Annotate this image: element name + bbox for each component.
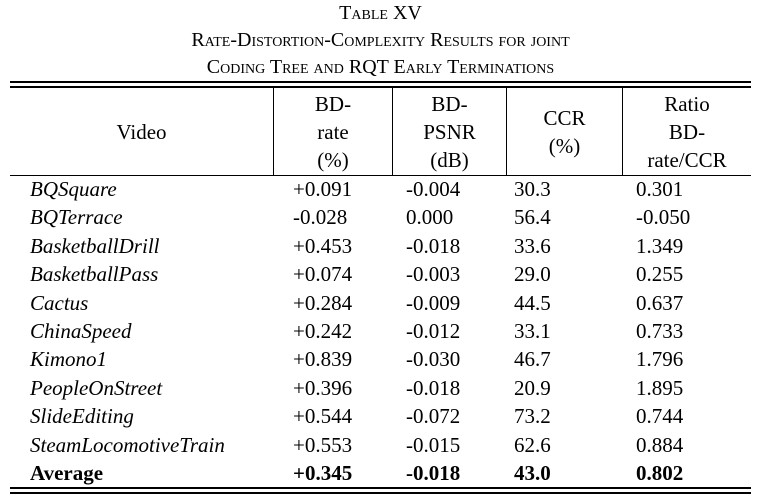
cell-video: PeopleOnStreet bbox=[30, 375, 163, 400]
bottom-rule bbox=[10, 487, 751, 489]
header-divider bbox=[506, 88, 507, 175]
cell-ratio: 0.733 bbox=[636, 319, 684, 343]
table-row: BasketballDrill +0.453 -0.018 33.6 1.349 bbox=[0, 232, 761, 260]
cell-video: SteamLocomotiveTrain bbox=[30, 432, 225, 457]
cell-bd-rate: +0.074 bbox=[293, 262, 353, 287]
cell-ratio: 0.255 bbox=[636, 262, 684, 287]
cell-ccr: 43.0 bbox=[514, 461, 551, 485]
cell-bd-rate: +0.544 bbox=[293, 404, 353, 429]
top-rule-inner bbox=[10, 86, 751, 88]
cell-bd-rate: +0.242 bbox=[293, 319, 353, 343]
cell-bd-psnr: 0.000 bbox=[406, 205, 454, 230]
header-bd-psnr-line: PSNR bbox=[423, 119, 476, 144]
header-video-line: Video bbox=[116, 119, 167, 144]
cell-bd-rate: +0.284 bbox=[293, 290, 353, 315]
table-row: BasketballPass +0.074 -0.003 29.0 0.255 bbox=[0, 260, 761, 288]
header-bd-rate-line: rate bbox=[317, 119, 349, 144]
table-row: ChinaSpeed +0.242 -0.012 33.1 0.733 bbox=[0, 317, 761, 345]
cell-bd-psnr: -0.072 bbox=[406, 404, 461, 429]
table-title-line-1: Rate-Distortion-Complexity Results for j… bbox=[191, 29, 570, 51]
cell-ratio: 1.349 bbox=[636, 233, 684, 258]
cell-bd-psnr: -0.018 bbox=[406, 461, 461, 485]
cell-bd-rate: +0.396 bbox=[293, 375, 353, 400]
header-divider bbox=[273, 88, 274, 175]
table-title-line-2: Coding Tree and RQT Early Terminations bbox=[206, 56, 555, 78]
cell-bd-psnr: -0.015 bbox=[406, 432, 461, 457]
cell-ratio: 0.884 bbox=[636, 432, 684, 457]
cell-video: Kimono1 bbox=[30, 347, 108, 372]
header-ccr-line: (%) bbox=[548, 133, 581, 158]
header-ccr-line: CCR bbox=[543, 105, 586, 130]
cell-ccr: 46.7 bbox=[514, 347, 551, 372]
header-divider bbox=[622, 88, 623, 175]
bottom-rule-inner bbox=[10, 492, 751, 494]
cell-ccr: 73.2 bbox=[514, 404, 551, 429]
cell-video: BQSquare bbox=[30, 177, 117, 201]
header-ratio: Ratio BD- rate/CCR bbox=[623, 88, 751, 175]
cell-bd-psnr: -0.030 bbox=[406, 347, 461, 372]
cell-bd-rate: -0.028 bbox=[293, 205, 348, 230]
cell-ccr: 30.3 bbox=[514, 177, 551, 201]
cell-bd-psnr: -0.003 bbox=[406, 262, 461, 287]
cell-video: ChinaSpeed bbox=[30, 319, 132, 343]
header-rule bbox=[10, 175, 751, 176]
cell-bd-psnr: -0.018 bbox=[406, 233, 461, 258]
header-video: Video bbox=[10, 88, 273, 175]
cell-video: BQTerrace bbox=[30, 205, 123, 230]
cell-ratio: -0.050 bbox=[636, 205, 691, 230]
cell-bd-psnr: -0.004 bbox=[406, 177, 461, 201]
cell-bd-rate: +0.345 bbox=[293, 461, 353, 485]
cell-video: BasketballDrill bbox=[30, 233, 160, 258]
cell-ccr: 44.5 bbox=[514, 290, 551, 315]
cell-ratio: 0.802 bbox=[636, 461, 684, 485]
cell-ccr: 20.9 bbox=[514, 375, 551, 400]
header-ccr: CCR (%) bbox=[507, 88, 622, 175]
header-bd-rate: BD- rate (%) bbox=[274, 88, 392, 175]
header-ratio-line: BD- bbox=[668, 119, 706, 144]
cell-ratio: 0.744 bbox=[636, 404, 684, 429]
average-row: Average +0.345 -0.018 43.0 0.802 bbox=[0, 459, 761, 487]
table-row: PeopleOnStreet +0.396 -0.018 20.9 1.895 bbox=[0, 374, 761, 402]
header-bd-rate-line: BD- bbox=[314, 91, 352, 116]
cell-video: SlideEditing bbox=[30, 404, 134, 429]
cell-video: BasketballPass bbox=[30, 262, 159, 287]
header-ratio-line: rate/CCR bbox=[647, 147, 727, 172]
cell-ratio: 0.301 bbox=[636, 177, 684, 201]
cell-ccr: 33.1 bbox=[514, 319, 551, 343]
cell-bd-rate: +0.453 bbox=[293, 233, 353, 258]
header-bd-psnr: BD- PSNR (dB) bbox=[393, 88, 506, 175]
table-row: SteamLocomotiveTrain +0.553 -0.015 62.6 … bbox=[0, 431, 761, 459]
cell-bd-psnr: -0.009 bbox=[406, 290, 461, 315]
table-row: SlideEditing +0.544 -0.072 73.2 0.744 bbox=[0, 402, 761, 430]
cell-video: Cactus bbox=[30, 290, 89, 315]
cell-bd-rate: +0.839 bbox=[293, 347, 353, 372]
table-row: BQSquare +0.091 -0.004 30.3 0.301 bbox=[0, 175, 761, 203]
cell-bd-rate: +0.091 bbox=[293, 177, 353, 201]
cell-ratio: 0.637 bbox=[636, 290, 684, 315]
cell-video: Average bbox=[30, 461, 104, 485]
header-ratio-line: Ratio bbox=[664, 91, 710, 116]
table-row: Cactus +0.284 -0.009 44.5 0.637 bbox=[0, 289, 761, 317]
cell-bd-psnr: -0.012 bbox=[406, 319, 461, 343]
cell-ccr: 56.4 bbox=[514, 205, 551, 230]
cell-bd-psnr: -0.018 bbox=[406, 375, 461, 400]
header-bd-psnr-line: BD- bbox=[431, 91, 468, 116]
table-number: Table XV bbox=[339, 2, 422, 24]
cell-ccr: 29.0 bbox=[514, 262, 551, 287]
top-rule bbox=[10, 81, 751, 83]
table-row: Kimono1 +0.839 -0.030 46.7 1.796 bbox=[0, 345, 761, 373]
cell-ccr: 62.6 bbox=[514, 432, 551, 457]
cell-ratio: 1.796 bbox=[636, 347, 684, 372]
header-divider bbox=[392, 88, 393, 175]
table-row: BQTerrace -0.028 0.000 56.4 -0.050 bbox=[0, 203, 761, 231]
cell-bd-rate: +0.553 bbox=[293, 432, 353, 457]
header-bd-rate-line: (%) bbox=[317, 147, 349, 172]
cell-ratio: 1.895 bbox=[636, 375, 684, 400]
header-bd-psnr-line: (dB) bbox=[430, 147, 469, 172]
cell-ccr: 33.6 bbox=[514, 233, 551, 258]
